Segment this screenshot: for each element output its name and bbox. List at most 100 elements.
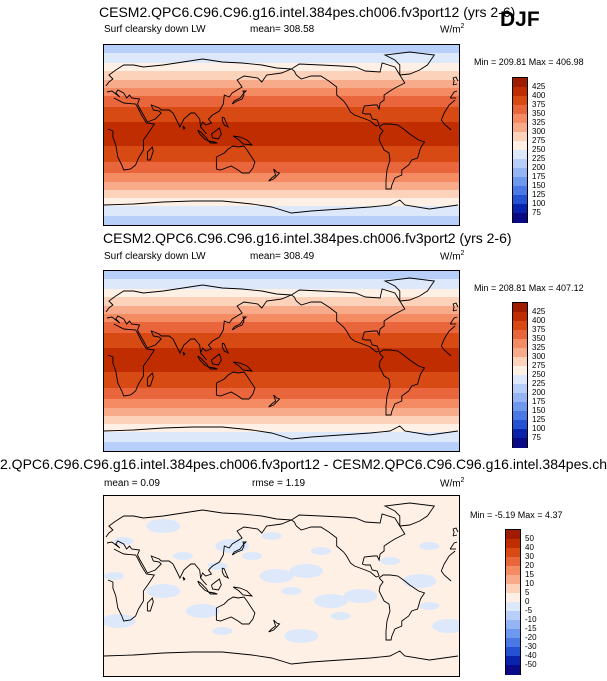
colorbar-tick-label: 275 [532,361,546,370]
field-band [104,378,459,380]
field-band [104,333,459,335]
colorbar-tick-label: 175 [532,172,546,181]
field-band [104,62,459,64]
colorbar-swatch [513,96,527,106]
colorbar-swatch [513,366,527,376]
field-band [104,271,459,273]
field-band [104,64,459,66]
field-band [104,131,459,133]
field-band [104,325,459,327]
field-band [104,141,459,143]
field-band [104,196,459,198]
field-band [104,306,459,308]
field-band [104,127,459,129]
field-band [104,117,459,119]
colorbar-swatch [513,303,527,313]
coastline [383,277,436,302]
field-band [104,181,459,183]
field-band [104,272,459,274]
field-band [104,176,459,178]
colorbar-tick-label: -20 [525,633,537,642]
colorbar-tick-label: 125 [532,415,546,424]
field-band [104,439,459,441]
field-band [104,69,459,71]
field-band [104,202,459,204]
field-band [104,121,459,123]
field-band [104,187,459,189]
field-band [104,396,459,398]
coastline [452,309,458,312]
field-band [104,424,459,426]
field-band [104,158,459,160]
field-band [104,159,459,161]
colorbar-swatch [513,123,527,133]
field-band [104,108,459,110]
field-band [104,311,459,313]
colorbar-tick-label: 250 [532,145,546,154]
colorbar-swatch [506,584,520,594]
coastline [208,140,218,144]
field-band [104,297,459,299]
coastline [291,513,406,578]
field-band [104,74,459,76]
field-band [104,284,459,286]
field-band [104,198,459,200]
coastline [440,345,452,357]
coastline [182,351,186,356]
colorbar-swatch [506,611,520,621]
field-band [104,342,459,344]
field-band [104,220,459,222]
field-band [104,394,459,396]
coastline [440,550,456,572]
panel-2-variable-label: Surf clearsky down LW [104,251,206,262]
field-band [104,175,459,177]
field-band [104,116,459,118]
field-band [104,152,459,154]
panel-2-mean-label: mean= 308.49 [250,251,315,262]
field-band [104,309,459,311]
colorbar-swatch [506,530,520,540]
field-blob [281,587,302,595]
coastline [215,145,256,174]
field-band [104,420,459,422]
field-band [104,160,459,162]
coastline [208,366,218,370]
coastline [211,578,222,591]
field-blob [185,604,220,618]
field-band [104,107,459,109]
field-band [104,95,459,97]
field-band [104,120,459,122]
field-band [104,346,459,348]
colorbar-tick-label: 275 [532,136,546,145]
field-band [104,386,459,388]
field-band [104,337,459,339]
field-band [104,409,459,411]
colorbar-tick-label: -50 [525,660,537,669]
coastline [107,548,156,622]
field-band [104,382,459,384]
field-band [104,146,459,148]
colorbar-tick-label: 30 [525,552,534,561]
field-band [104,274,459,276]
field-band [104,200,459,202]
field-band [104,401,459,403]
coastline [221,567,230,580]
colorbar-swatch [506,647,520,657]
field-band [104,408,459,410]
field-band [104,281,459,283]
field-band [104,322,459,324]
field-band [104,66,459,68]
colorbar-swatch [513,348,527,358]
coastline [440,99,456,121]
field-band [104,275,459,277]
field-band [104,75,459,77]
field-band [104,147,459,149]
colorbar-tick-label: 75 [532,433,541,442]
field-band [104,445,459,447]
field-band [104,85,459,87]
field-band [104,373,459,375]
colorbar-swatch [513,141,527,151]
field-band [104,388,459,390]
field-band [104,314,459,316]
colorbar-tick-label: 300 [532,127,546,136]
